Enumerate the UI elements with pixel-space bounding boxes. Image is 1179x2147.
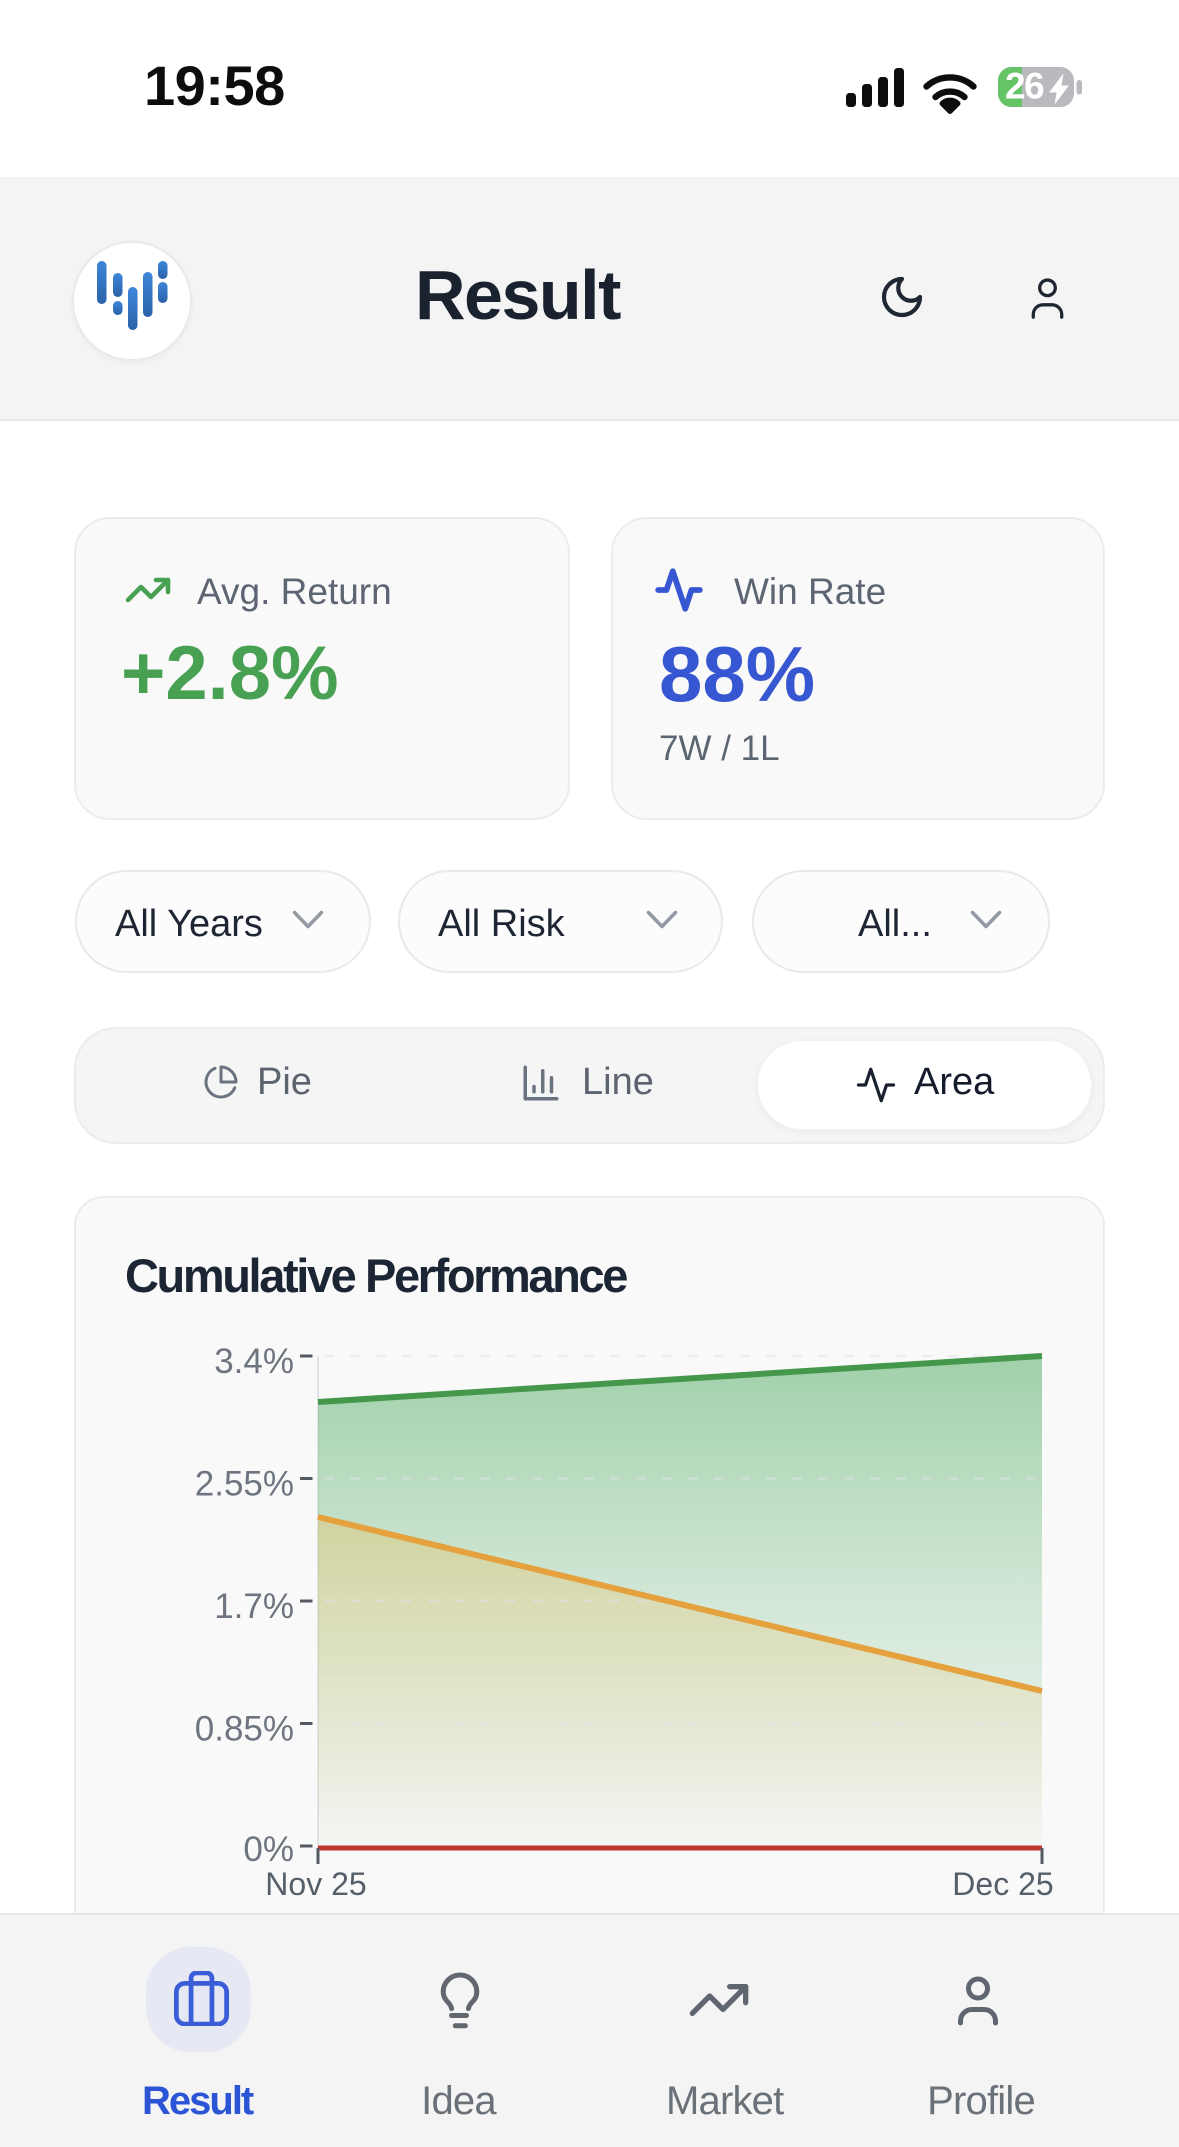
svg-text:2.55%: 2.55%: [195, 1465, 294, 1504]
svg-text:Nov 25: Nov 25: [265, 1866, 366, 1902]
svg-text:0.85%: 0.85%: [195, 1710, 294, 1749]
svg-text:Dec 25: Dec 25: [952, 1866, 1053, 1902]
svg-text:3.4%: 3.4%: [214, 1342, 294, 1381]
svg-text:1.7%: 1.7%: [214, 1587, 294, 1626]
svg-text:0%: 0%: [243, 1830, 294, 1869]
svg-text:26: 26: [1005, 66, 1044, 107]
